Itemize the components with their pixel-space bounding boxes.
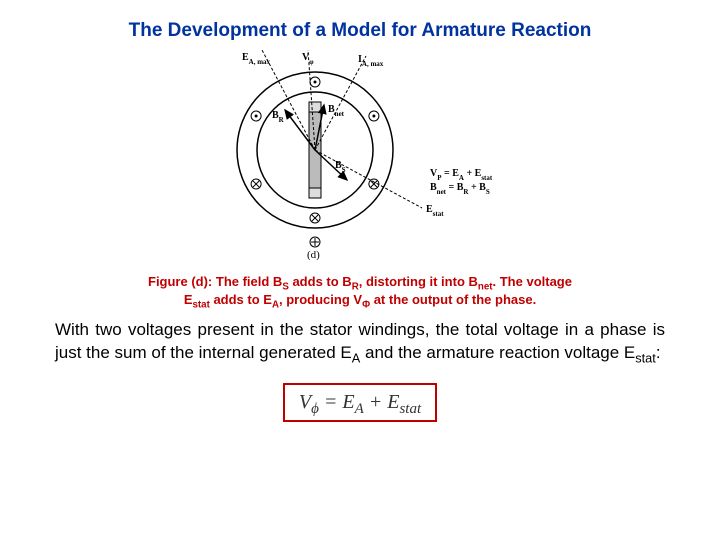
svg-text:BS: BS [335,160,346,174]
eq1-r1-sub: A [459,174,464,182]
eq-lhs-sub: ϕ [311,401,319,417]
eq-r2: E [387,391,399,413]
body-p2: and the armature reaction voltage E [360,343,635,362]
caption-l1p4: . The voltage [493,274,572,289]
caption-l2s2: A [272,300,279,311]
caption-l2p2: adds to E [210,292,272,307]
body-s2: stat [635,351,656,366]
equation: Vϕ = EA + Estat [299,391,421,413]
label-EAmax-sub: A, max [249,58,271,66]
svg-text:Bnet: Bnet [328,104,345,118]
eq2-lhs-sub: net [437,188,447,196]
label-Bnet-sub: net [335,110,345,118]
label-Estat-sub: stat [433,210,445,218]
caption-l2s3: Φ [362,300,370,311]
caption-l2p3: , producing V [279,292,362,307]
label-BS-sub: S [342,166,346,174]
eq-r1: E [342,391,354,413]
label-BR-sub: R [279,116,285,124]
eq2-r2-sub: S [486,188,490,196]
caption-l1p2: adds to B [289,274,352,289]
svg-text:EA, max: EA, max [242,52,271,66]
caption-l1p1: Figure (d): The field B [148,274,282,289]
svg-text:IA, max: IA, max [358,54,384,68]
armature-diagram: BR Bnet BS EA, max Vφ IA, max [190,50,530,260]
figure-container: BR Bnet BS EA, max Vφ IA, max [55,50,665,265]
body-p3: : [656,343,661,362]
eq-plus: + [364,391,388,413]
eq-eq: = [319,391,343,413]
svg-text:Estat: Estat [426,204,444,218]
eq-lhs: V [299,391,311,413]
page-title: The Development of a Model for Armature … [55,20,665,42]
figure-caption: Figure (d): The field BS adds to BR, dis… [95,273,625,309]
eq-r2-sub: stat [399,401,421,417]
label-IAmax-sub: A, max [362,60,384,68]
body-paragraph: With two voltages present in the stator … [55,319,665,365]
caption-l2s1: stat [192,300,209,311]
svg-text:Vφ: Vφ [302,52,314,66]
svg-text:BR: BR [272,110,285,124]
eq1-lhs-sub: P [437,174,442,182]
caption-l1s3: net [478,282,493,293]
caption-l1s2: R [352,282,359,293]
svg-text:Bnet = BR: Bnet = BR + BS [430,182,490,196]
equation-box: Vϕ = EA + Estat [283,383,437,422]
svg-text:VP = EA: VP = EA + Estat [430,168,493,182]
caption-l1p3: , distorting it into B [359,274,478,289]
caption-l2p4: at the output of the phase. [370,292,536,307]
eq2-r1-sub: R [463,188,469,196]
equation-container: Vϕ = EA + Estat [55,375,665,422]
eq-r1-sub: A [355,401,364,417]
body-s1: A [352,351,361,366]
label-Vphi-sub: φ [309,58,314,66]
panel-label: (d) [307,249,320,260]
eq1-r2-sub: stat [481,174,493,182]
